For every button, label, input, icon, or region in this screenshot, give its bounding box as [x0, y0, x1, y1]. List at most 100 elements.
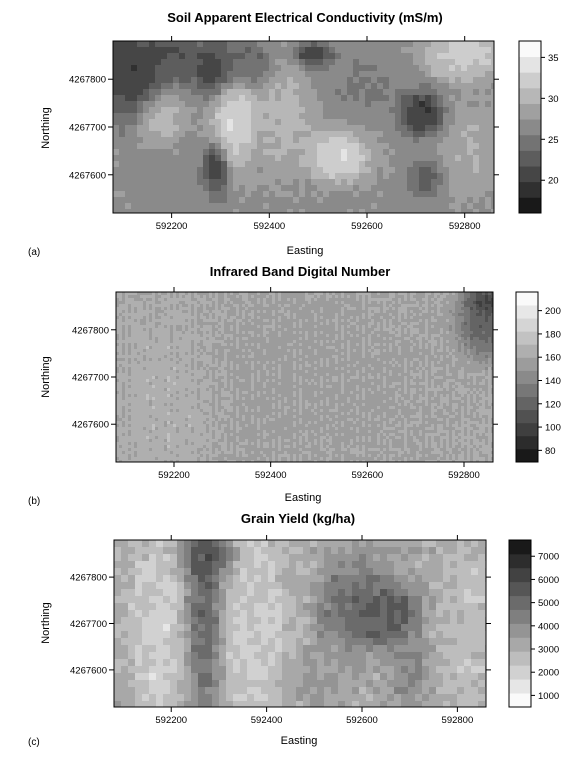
heatmap-cell [287, 301, 291, 305]
heatmap-cell [218, 331, 222, 335]
heatmap-cell [206, 355, 210, 359]
heatmap-cell [461, 322, 465, 326]
heatmap-cell [461, 346, 465, 350]
heatmap-cell [212, 346, 216, 350]
heatmap-cell [353, 292, 357, 296]
heatmap-cell [263, 331, 267, 335]
heatmap-cell [155, 137, 162, 144]
heatmap-cell [452, 301, 456, 305]
heatmap-cell [419, 352, 423, 356]
heatmap-cell [248, 316, 252, 320]
heatmap-cell [200, 364, 204, 368]
heatmap-cell [353, 119, 360, 126]
heatmap-cell [131, 191, 138, 198]
heatmap-cell [458, 292, 462, 296]
heatmap-cell [152, 346, 156, 350]
heatmap-cell [407, 331, 411, 335]
heatmap-cell [377, 47, 384, 54]
heatmap-cell [464, 349, 468, 353]
heatmap-cell [317, 319, 321, 323]
heatmap-cell [320, 334, 324, 338]
heatmap-cell [314, 355, 318, 359]
heatmap-cell [347, 47, 354, 54]
heatmap-cell [305, 47, 312, 54]
heatmap-cell [329, 113, 336, 120]
heatmap-cell [179, 292, 183, 296]
heatmap-cell [164, 292, 168, 296]
heatmap-cell [218, 361, 222, 365]
heatmap-cell [482, 292, 486, 296]
heatmap-cell [173, 101, 180, 108]
legend-band [519, 87, 541, 104]
heatmap-cell [278, 361, 282, 365]
heatmap-cell [383, 155, 390, 162]
heatmap-cell [299, 83, 306, 90]
heatmap-cell [350, 304, 354, 308]
heatmap-cell [464, 361, 468, 365]
heatmap-cell [134, 304, 138, 308]
heatmap-cell [149, 361, 153, 365]
heatmap-cell [125, 301, 129, 305]
heatmap-cell [311, 203, 318, 210]
heatmap-cell [119, 173, 126, 180]
heatmap-cell [317, 349, 321, 353]
heatmap-cell [371, 47, 378, 54]
heatmap-cell [443, 53, 450, 60]
heatmap-cell [392, 301, 396, 305]
heatmap-cell [422, 310, 426, 314]
heatmap-cell [461, 71, 468, 78]
heatmap-cell [167, 334, 171, 338]
heatmap-cell [203, 197, 210, 204]
heatmap-cell [125, 59, 132, 66]
heatmap-cell [443, 349, 447, 353]
heatmap-cell [155, 340, 159, 344]
heatmap-cell [383, 319, 387, 323]
heatmap-cell [236, 346, 240, 350]
heatmap-cell [167, 161, 174, 168]
heatmap-cell [182, 295, 186, 299]
heatmap-cell [395, 131, 402, 138]
heatmap-cell [206, 340, 210, 344]
heatmap-cell [116, 337, 120, 341]
heatmap-cell [395, 310, 399, 314]
heatmap-cell [149, 179, 156, 186]
heatmap-cell [440, 361, 444, 365]
heatmap-cell [359, 89, 366, 96]
heatmap-cell [413, 334, 417, 338]
heatmap-cell [233, 322, 237, 326]
heatmap-cell [125, 292, 129, 296]
heatmap-cell [410, 304, 414, 308]
heatmap-cell [284, 358, 288, 362]
heatmap-cell [236, 361, 240, 365]
heatmap-cell [227, 304, 231, 308]
heatmap-cell [323, 313, 327, 317]
heatmap-cell [221, 340, 225, 344]
heatmap-cell [209, 125, 216, 132]
heatmap-cell [329, 361, 333, 365]
heatmap-cell [338, 361, 342, 365]
heatmap-cell [332, 316, 336, 320]
heatmap-cell [389, 197, 396, 204]
heatmap-cell [446, 301, 450, 305]
heatmap-cell [323, 71, 330, 78]
heatmap-cell [158, 346, 162, 350]
heatmap-cell [209, 298, 213, 302]
heatmap-cell [293, 346, 297, 350]
heatmap-cell [347, 301, 351, 305]
heatmap-cell [461, 340, 465, 344]
heatmap-cell [125, 340, 129, 344]
heatmap-cell [221, 65, 228, 72]
heatmap-cell [434, 352, 438, 356]
heatmap-cell [305, 352, 309, 356]
heatmap-cell [443, 101, 450, 108]
heatmap-cell [137, 334, 141, 338]
heatmap-cell [242, 316, 246, 320]
heatmap-cell [467, 334, 471, 338]
heatmap-cell [389, 361, 393, 365]
heatmap-cell [338, 337, 342, 341]
heatmap-cell [125, 295, 129, 299]
heatmap-cell [473, 191, 480, 198]
heatmap-cell [461, 355, 465, 359]
heatmap-cell [395, 358, 399, 362]
heatmap-cell [161, 179, 168, 186]
